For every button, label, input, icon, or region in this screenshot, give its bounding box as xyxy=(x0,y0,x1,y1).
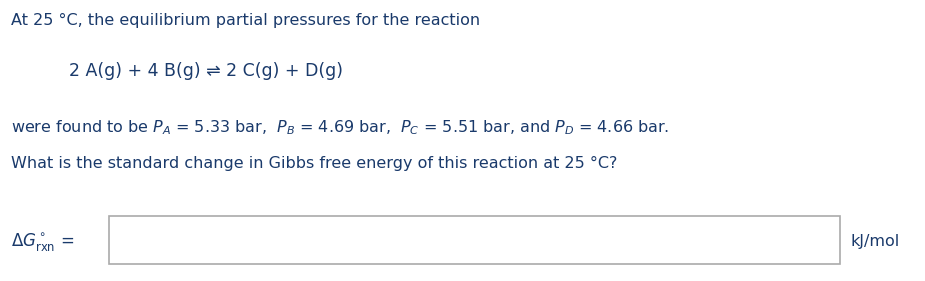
Text: were found to be $P_A$ = 5.33 bar,  $P_B$ = 4.69 bar,  $P_C$ = 5.51 bar, and $P_: were found to be $P_A$ = 5.33 bar, $P_B$… xyxy=(11,118,670,137)
Text: At 25 °C, the equilibrium partial pressures for the reaction: At 25 °C, the equilibrium partial pressu… xyxy=(11,13,480,28)
Text: 2 A(g) + 4 B(g) ⇌ 2 C(g) + D(g): 2 A(g) + 4 B(g) ⇌ 2 C(g) + D(g) xyxy=(69,62,343,80)
Text: What is the standard change in Gibbs free energy of this reaction at 25 °C?: What is the standard change in Gibbs fre… xyxy=(11,156,618,171)
FancyBboxPatch shape xyxy=(109,216,840,264)
Text: $\Delta G^\circ_{\mathrm{rxn}}$ =: $\Delta G^\circ_{\mathrm{rxn}}$ = xyxy=(11,231,74,253)
Text: kJ/mol: kJ/mol xyxy=(851,234,900,249)
